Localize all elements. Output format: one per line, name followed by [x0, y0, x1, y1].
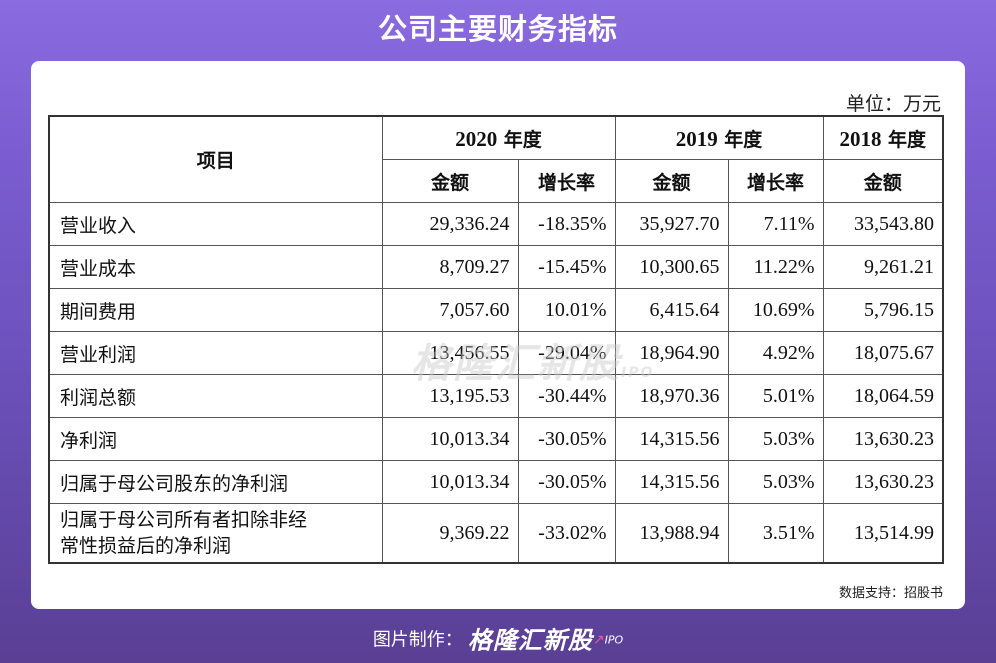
- subheader-amount-2019: 金额: [614, 159, 729, 203]
- table-row: 营业收入 29,336.24 -18.35% 35,927.70 7.11% 3…: [48, 202, 944, 246]
- cell-amount-2018: 5,796.15: [822, 288, 944, 332]
- table-card: 单位：万元 项目 2020 年度 2019 年度 2018 年度 金额 增长率 …: [31, 61, 965, 609]
- cell-amount-2020: 13,195.53: [381, 374, 519, 418]
- table-row: 营业成本 8,709.27 -15.45% 10,300.65 11.22% 9…: [48, 245, 944, 289]
- row-label: 利润总额: [48, 374, 383, 418]
- header-year-2020: 2020 年度: [381, 115, 616, 160]
- cell-amount-2018: 13,630.23: [822, 460, 944, 504]
- header-item: 项目: [48, 115, 383, 203]
- cell-growth-2020: 10.01%: [517, 288, 616, 332]
- cell-amount-2019: 6,415.64: [614, 288, 729, 332]
- cell-amount-2020: 10,013.34: [381, 417, 519, 461]
- footer-brand: 格隆汇新股: [467, 626, 593, 655]
- cell-amount-2019: 10,300.65: [614, 245, 729, 289]
- cell-amount-2018: 13,514.99: [822, 503, 944, 564]
- row-label: 营业成本: [48, 245, 383, 289]
- subheader-amount-2020: 金额: [381, 159, 519, 203]
- row-label: 期间费用: [48, 288, 383, 332]
- cell-growth-2020: -30.44%: [517, 374, 616, 418]
- subheader-amount-2018: 金额: [822, 159, 944, 203]
- cell-amount-2018: 13,630.23: [822, 417, 944, 461]
- cell-amount-2019: 13,988.94: [614, 503, 729, 564]
- cell-amount-2020: 29,336.24: [381, 202, 519, 246]
- cell-growth-2019: 3.51%: [727, 503, 824, 564]
- cell-amount-2020: 7,057.60: [381, 288, 519, 332]
- cell-growth-2019: 4.92%: [727, 331, 824, 375]
- row-label: 营业利润: [48, 331, 383, 375]
- cell-growth-2020: -15.45%: [517, 245, 616, 289]
- table-row: 期间费用 7,057.60 10.01% 6,415.64 10.69% 5,7…: [48, 288, 944, 332]
- cell-growth-2019: 5.01%: [727, 374, 824, 418]
- table-row: 净利润 10,013.34 -30.05% 14,315.56 5.03% 13…: [48, 417, 944, 461]
- cell-amount-2018: 33,543.80: [822, 202, 944, 246]
- footer-label: 图片制作：: [372, 629, 463, 651]
- cell-growth-2020: -33.02%: [517, 503, 616, 564]
- cell-amount-2018: 18,075.67: [822, 331, 944, 375]
- cell-amount-2018: 18,064.59: [822, 374, 944, 418]
- unit-label: 单位：万元: [845, 93, 941, 115]
- cell-growth-2019: 5.03%: [727, 460, 824, 504]
- cell-growth-2020: -30.05%: [517, 460, 616, 504]
- financial-table: 项目 2020 年度 2019 年度 2018 年度 金额 增长率 金额 增长率…: [48, 115, 944, 564]
- cell-amount-2019: 18,964.90: [614, 331, 729, 375]
- cell-growth-2020: -29.04%: [517, 331, 616, 375]
- cell-amount-2020: 8,709.27: [381, 245, 519, 289]
- cell-amount-2018: 9,261.21: [822, 245, 944, 289]
- table-row: 营业利润 13,456.55 -29.04% 18,964.90 4.92% 1…: [48, 331, 944, 375]
- row-label: 归属于母公司股东的净利润: [48, 460, 383, 504]
- cell-amount-2020: 13,456.55: [381, 331, 519, 375]
- cell-growth-2020: -30.05%: [517, 417, 616, 461]
- table-row: 归属于母公司所有者扣除非经 常性损益后的净利润 9,369.22 -33.02% …: [48, 503, 944, 564]
- cell-amount-2020: 10,013.34: [381, 460, 519, 504]
- cell-growth-2020: -18.35%: [517, 202, 616, 246]
- cell-growth-2019: 7.11%: [727, 202, 824, 246]
- header-year-2018: 2018 年度: [822, 115, 944, 160]
- cell-amount-2019: 14,315.56: [614, 460, 729, 504]
- arrow-icon: ↗: [592, 632, 605, 648]
- table-row: 归属于母公司股东的净利润 10,013.34 -30.05% 14,315.56…: [48, 460, 944, 504]
- header-year-2019: 2019 年度: [614, 115, 824, 160]
- subheader-growth-2020: 增长率: [517, 159, 616, 203]
- footer-credit: 图片制作： 格隆汇新股↗IPO: [0, 620, 996, 660]
- row-label: 净利润: [48, 417, 383, 461]
- subheader-growth-2019: 增长率: [727, 159, 824, 203]
- table-row: 利润总额 13,195.53 -30.44% 18,970.36 5.01% 1…: [48, 374, 944, 418]
- cell-amount-2019: 18,970.36: [614, 374, 729, 418]
- cell-growth-2019: 10.69%: [727, 288, 824, 332]
- page-title: 公司主要财务指标: [377, 12, 618, 46]
- cell-amount-2019: 14,315.56: [614, 417, 729, 461]
- cell-growth-2019: 5.03%: [727, 417, 824, 461]
- cell-growth-2019: 11.22%: [727, 245, 824, 289]
- source-note: 数据支持：招股书: [838, 586, 943, 601]
- row-label: 营业收入: [48, 202, 383, 246]
- cell-amount-2020: 9,369.22: [381, 503, 519, 564]
- row-label: 归属于母公司所有者扣除非经 常性损益后的净利润: [48, 503, 383, 564]
- footer-ipo: IPO: [604, 633, 624, 647]
- cell-amount-2019: 35,927.70: [614, 202, 729, 246]
